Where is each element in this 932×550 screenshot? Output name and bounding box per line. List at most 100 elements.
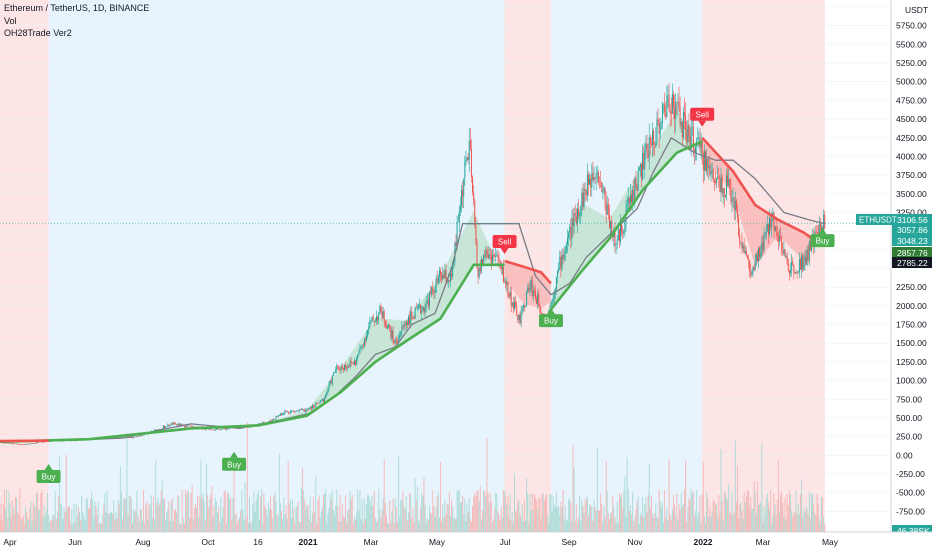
candle-body <box>525 306 527 308</box>
candle-body <box>655 141 657 147</box>
volume-bar <box>118 503 120 532</box>
candle-body <box>2 442 4 444</box>
volume-bar <box>628 510 630 532</box>
volume-bar <box>606 491 608 532</box>
volume-bar <box>560 502 562 532</box>
volume-bar <box>307 505 309 532</box>
volume-bar <box>436 496 438 532</box>
volume-bar <box>495 492 497 532</box>
volume-bar <box>791 510 793 532</box>
candle-body <box>404 323 406 325</box>
candle-body <box>379 306 381 313</box>
candle-body <box>338 366 340 370</box>
volume-bar <box>93 518 95 532</box>
buy-signal-1[interactable]: Buy <box>222 451 247 471</box>
candle-body <box>440 270 442 275</box>
volume-indicator-label[interactable]: Vol <box>4 16 17 26</box>
volume-bar <box>53 515 55 532</box>
bear-cloud <box>702 137 823 267</box>
volume-bar <box>511 511 513 532</box>
price-tick-label: 0.00 <box>896 450 913 460</box>
volume-bar <box>265 509 267 532</box>
volume-bar <box>401 500 403 532</box>
sell-signal-2[interactable]: Sell <box>492 234 517 254</box>
volume-bar <box>459 502 461 532</box>
candle-body <box>273 419 275 420</box>
candle-body <box>352 363 354 365</box>
volume-bar <box>84 520 86 532</box>
volume-bar <box>584 500 586 532</box>
candle-body <box>476 241 478 268</box>
volume-bar <box>342 515 344 532</box>
volume-bar <box>635 509 637 532</box>
volume-bar <box>525 520 527 532</box>
volume-bar <box>816 493 818 532</box>
candle-body <box>11 443 13 445</box>
buy-signal-3[interactable]: Buy <box>538 308 563 328</box>
candle-body <box>737 209 739 218</box>
regime-bear <box>0 0 49 532</box>
candle-body <box>318 402 320 404</box>
signal-markers[interactable]: Buy Buy Sell Buy Sell Buy <box>36 107 835 483</box>
volume-bar <box>327 513 329 532</box>
candle-body <box>479 267 481 272</box>
candle-body <box>409 316 411 325</box>
volume-bar <box>403 506 405 532</box>
volume-bar <box>431 513 433 532</box>
candle-body <box>189 425 191 427</box>
candle-body <box>25 443 27 445</box>
chart-title[interactable]: Ethereum / TetherUS, 1D, BINANCE <box>4 3 150 13</box>
volume-bar <box>377 519 379 532</box>
candle-body <box>425 300 427 309</box>
volume-bar <box>675 515 677 532</box>
candle-body <box>384 321 386 326</box>
candle-body <box>164 426 166 429</box>
time-tick-label: May <box>429 537 446 547</box>
candle-body <box>358 353 360 355</box>
candle-body <box>224 428 226 430</box>
volume-bar <box>483 490 485 532</box>
currency-label: USDT <box>905 5 928 15</box>
volume-bar <box>35 492 37 532</box>
candle-body <box>744 250 746 254</box>
volume-bar <box>218 507 220 532</box>
price-tag <box>892 214 932 225</box>
candle-body <box>816 231 818 233</box>
volume-bar <box>270 495 272 532</box>
candle-body <box>212 429 214 431</box>
volume-bar <box>278 453 280 532</box>
slow-ma-line <box>504 259 552 285</box>
volume-bar <box>85 499 87 532</box>
candle-body <box>139 434 141 436</box>
volume-bar <box>659 501 661 532</box>
sell-signal-4[interactable]: Sell <box>690 107 715 127</box>
volume-bar <box>317 500 319 532</box>
volume-bar <box>194 503 196 532</box>
volume-bar <box>611 512 613 532</box>
candle-body <box>461 189 463 207</box>
candle-body <box>434 292 436 294</box>
candle-body <box>618 229 620 242</box>
candle-body <box>516 305 518 316</box>
candle-body <box>180 424 182 426</box>
candle-body <box>806 249 808 265</box>
volume-bar <box>247 523 249 532</box>
candle-body <box>288 412 290 414</box>
volume-bar <box>96 515 98 532</box>
volume-bar <box>258 520 260 532</box>
buy-signal-0[interactable]: Buy <box>36 464 61 483</box>
candle-body <box>720 177 722 192</box>
volume-bar <box>165 520 167 532</box>
candle-body <box>708 165 710 169</box>
volume-bar <box>2 504 4 532</box>
candle-body <box>372 316 374 321</box>
oh28trade-indicator-label[interactable]: OH28Trade Ver2 <box>4 28 72 38</box>
candle-body <box>475 225 477 242</box>
candle-body <box>580 207 582 216</box>
volume-bar <box>655 502 657 532</box>
candle-body <box>631 194 633 203</box>
buy-signal-5[interactable]: Buy <box>810 228 835 248</box>
volume-bar <box>714 504 716 532</box>
signal-arrow <box>818 228 827 235</box>
